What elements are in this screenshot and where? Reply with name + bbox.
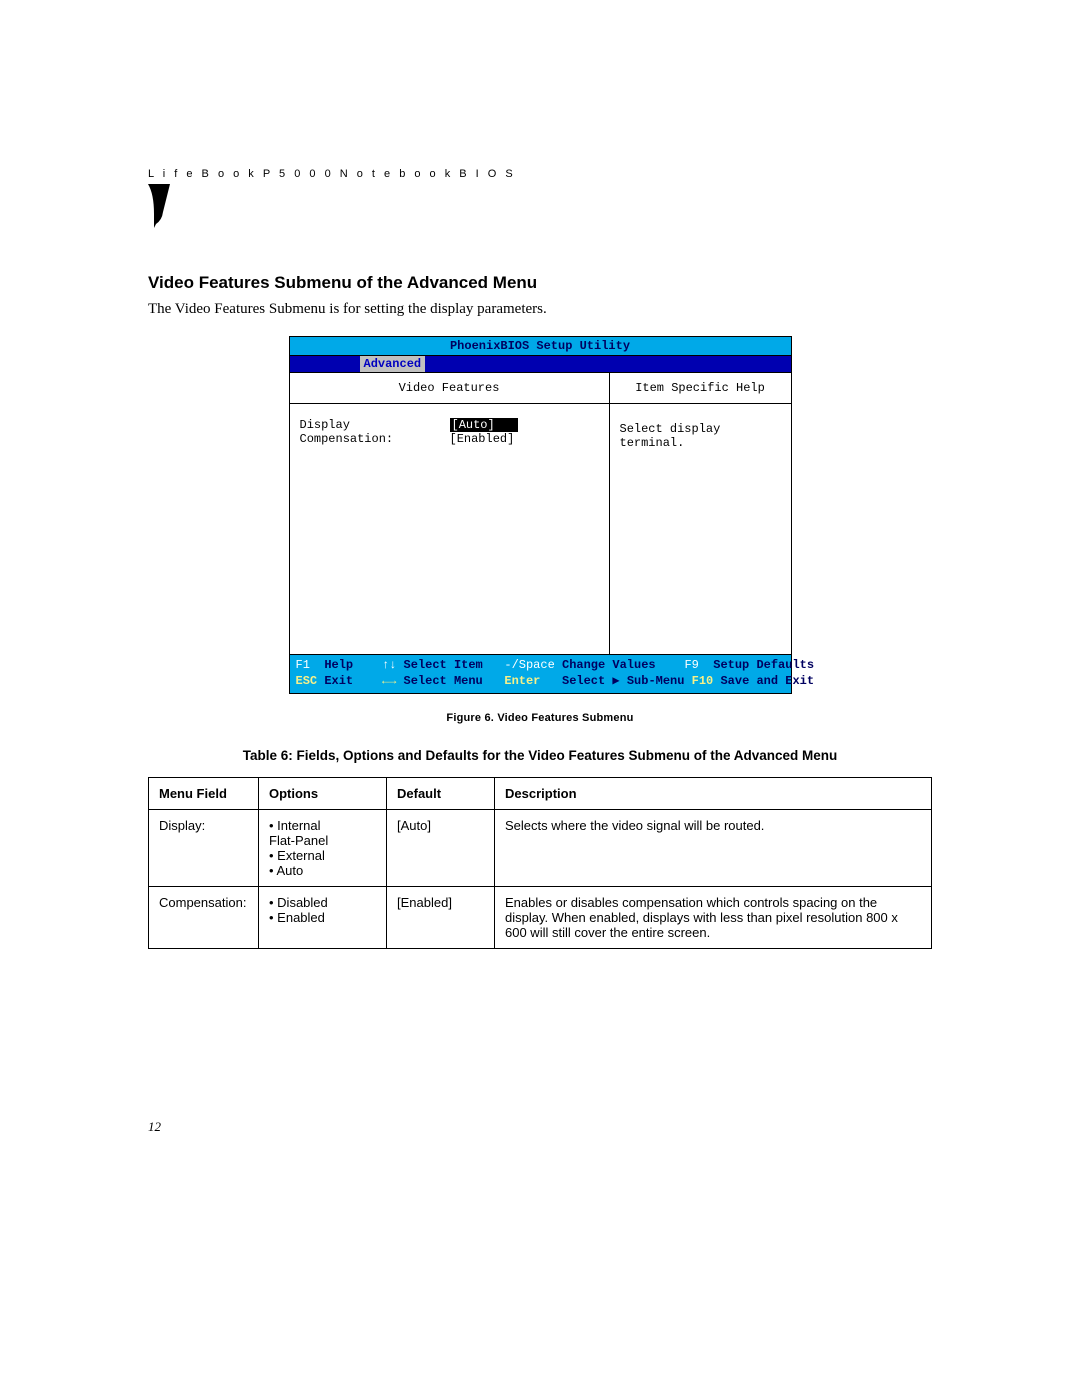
header-ornament-icon <box>148 184 170 228</box>
bios-left-pane: Video Features Display [Auto] Compensati… <box>290 373 610 654</box>
key-esc: ESC <box>296 673 318 689</box>
bios-window: PhoenixBIOS Setup Utility Advanced Video… <box>289 336 792 694</box>
bios-help-text: Select display terminal. <box>610 404 791 654</box>
field-label: Compensation: <box>300 432 450 446</box>
field-value: [Enabled] <box>450 432 515 446</box>
bios-body: Video Features Display [Auto] Compensati… <box>290 373 791 655</box>
cell-desc: Enables or disables compensation which c… <box>495 887 932 949</box>
section-intro: The Video Features Submenu is for settin… <box>148 301 932 318</box>
cell-desc: Selects where the video signal will be r… <box>495 810 932 887</box>
opt: External <box>269 848 376 863</box>
bios-tab-advanced[interactable]: Advanced <box>360 356 426 372</box>
cell-options: InternalFlat-Panel External Auto <box>259 810 387 887</box>
cell-default: [Auto] <box>387 810 495 887</box>
cell-menu: Display: <box>149 810 259 887</box>
field-value: [Auto] <box>450 418 518 432</box>
th-options: Options <box>259 778 387 810</box>
bios-footer: F1 Help ↑↓ Select Item -/Space Change Va… <box>290 655 791 693</box>
bios-field-display[interactable]: Display [Auto] <box>300 418 599 432</box>
th-default: Default <box>387 778 495 810</box>
running-head: L i f e B o o k P 5 0 0 0 N o t e b o o … <box>148 168 932 180</box>
section-title: Video Features Submenu of the Advanced M… <box>148 273 932 293</box>
bios-help-pane: Item Specific Help Select display termin… <box>610 373 791 654</box>
opt: Enabled <box>269 910 376 925</box>
table-caption: Table 6: Fields, Options and Defaults fo… <box>148 748 932 763</box>
opt: Disabled <box>269 895 376 910</box>
th-desc: Description <box>495 778 932 810</box>
bios-field-compensation[interactable]: Compensation: [Enabled] <box>300 432 599 446</box>
page-content: L i f e B o o k P 5 0 0 0 N o t e b o o … <box>148 168 932 1135</box>
cell-default: [Enabled] <box>387 887 495 949</box>
bios-fields: Display [Auto] Compensation: [Enabled] <box>290 404 609 654</box>
page-number: 12 <box>148 1119 932 1135</box>
cell-options: Disabled Enabled <box>259 887 387 949</box>
cell-menu: Compensation: <box>149 887 259 949</box>
figure-caption: Figure 6. Video Features Submenu <box>148 712 932 724</box>
table-row: Display: InternalFlat-Panel External Aut… <box>149 810 932 887</box>
key-f1: F1 <box>296 657 310 673</box>
bios-title: PhoenixBIOS Setup Utility <box>290 337 791 356</box>
bios-left-head: Video Features <box>290 373 609 404</box>
opt: Auto <box>269 863 376 878</box>
th-menu: Menu Field <box>149 778 259 810</box>
bios-menubar: Advanced <box>290 356 791 373</box>
bios-help-head: Item Specific Help <box>610 373 791 404</box>
field-label: Display <box>300 418 450 432</box>
opt: InternalFlat-Panel <box>269 818 376 848</box>
table-row: Compensation: Disabled Enabled [Enabled]… <box>149 887 932 949</box>
options-table: Menu Field Options Default Description D… <box>148 777 932 949</box>
table-header-row: Menu Field Options Default Description <box>149 778 932 810</box>
